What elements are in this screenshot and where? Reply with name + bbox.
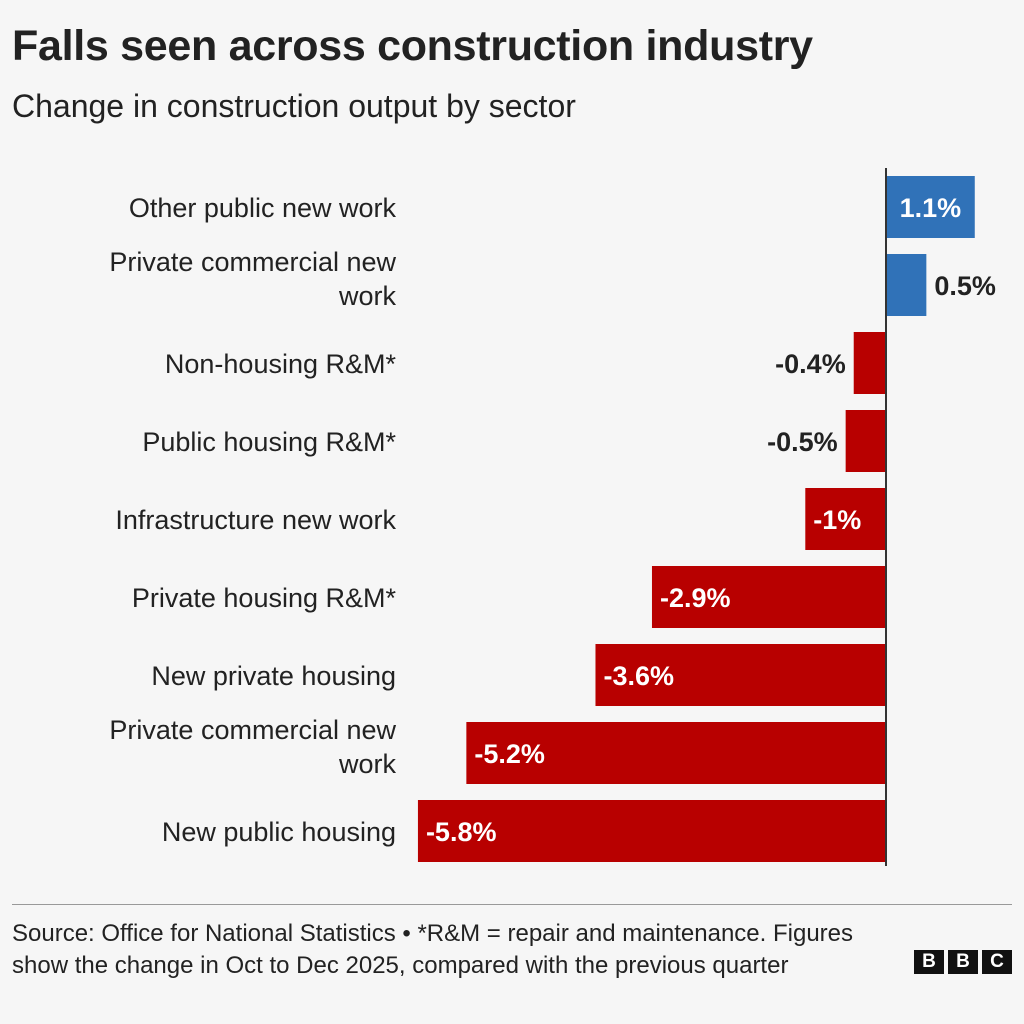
value-label: 0.5% [934, 271, 996, 301]
bar [853, 332, 886, 394]
category-label: Private commercial new work [109, 715, 396, 779]
category-label: Public housing R&M* [142, 427, 396, 457]
bar [845, 410, 886, 472]
footer-divider [12, 904, 1012, 905]
value-label: -0.4% [775, 349, 846, 379]
bbc-logo-letter: C [982, 950, 1012, 974]
bbc-logo-letter: B [914, 950, 944, 974]
bar [886, 176, 975, 238]
category-label: Other public new work [129, 193, 397, 223]
bar [417, 800, 886, 862]
bar [466, 722, 886, 784]
value-label: -5.2% [474, 739, 545, 769]
value-label: -3.6% [603, 661, 674, 691]
category-label: Infrastructure new work [115, 505, 396, 535]
bar-chart: Other public new work 1.1% Private commerc… [109, 168, 996, 866]
category-label: Private housing R&M* [132, 583, 397, 613]
value-label: -5.8% [426, 817, 497, 847]
bar [886, 254, 927, 316]
category-label: Non-housing R&M* [165, 349, 397, 379]
value-label: 1.1% [900, 193, 962, 223]
value-label: -2.9% [660, 583, 731, 613]
value-label: -0.5% [767, 427, 838, 457]
chart-subtitle: Change in construction output by sector [12, 88, 576, 124]
bar [595, 644, 886, 706]
bar [651, 566, 886, 628]
bbc-logo: B B C [914, 950, 1012, 974]
category-label: Private commercial new work [109, 247, 396, 311]
chart-title: Falls seen across construction industry [12, 22, 813, 70]
category-label: New private housing [151, 661, 396, 691]
category-label: New public housing [162, 817, 396, 847]
bar [805, 488, 886, 550]
source-note: Source: Office for National Statistics •… [12, 920, 854, 979]
bbc-logo-letter: B [948, 950, 978, 974]
value-label: -1% [813, 505, 861, 535]
